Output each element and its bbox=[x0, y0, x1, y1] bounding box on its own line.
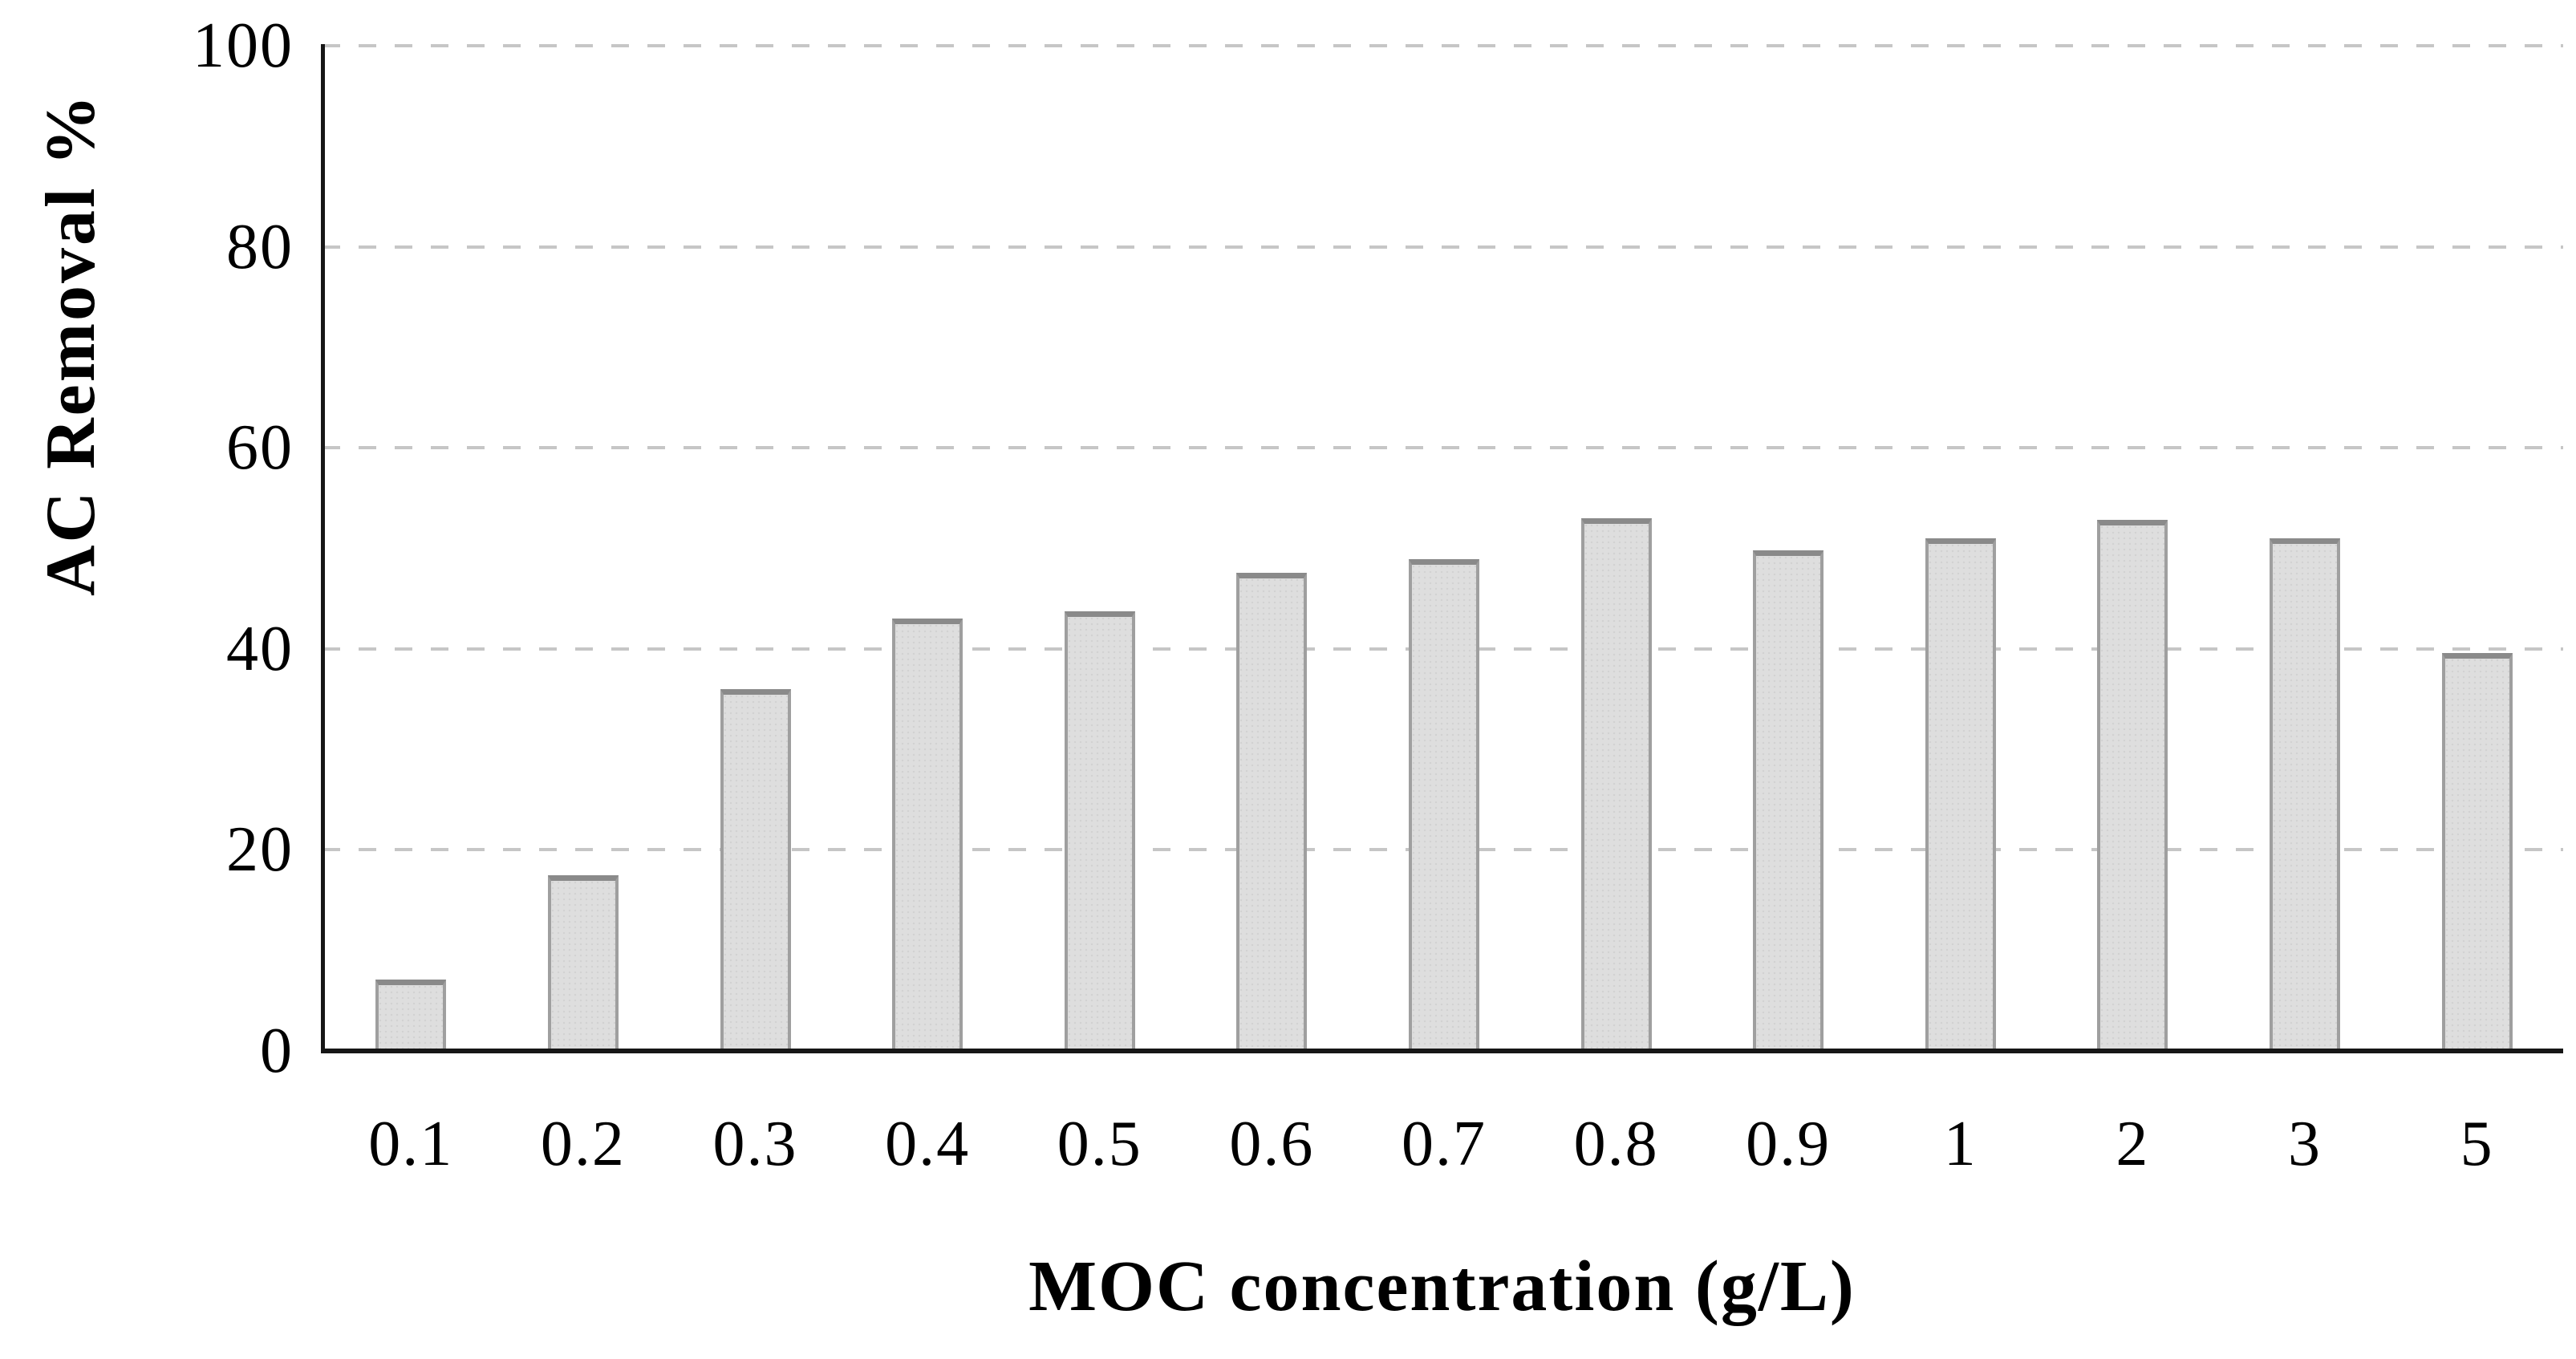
bar-series bbox=[325, 46, 2563, 1051]
bar-slot-0.3 bbox=[669, 46, 842, 1051]
x-axis-title: MOC concentration (g/L) bbox=[1028, 1247, 1856, 1326]
y-axis-title: AC Removal % bbox=[32, 92, 110, 596]
x-tick-label-5: 5 bbox=[2460, 1109, 2494, 1179]
bar-slot-0.2 bbox=[497, 46, 670, 1051]
bar-slot-0.5 bbox=[1013, 46, 1186, 1051]
bar-0.2 bbox=[547, 874, 619, 1051]
bar-slot-0.7 bbox=[1358, 46, 1531, 1051]
bar-1 bbox=[1925, 538, 1996, 1051]
gridline-60 bbox=[323, 446, 2563, 450]
x-tick-label-0.8: 0.8 bbox=[1573, 1109, 1659, 1179]
bar-slot-0.4 bbox=[842, 46, 1014, 1051]
y-tick-label-40: 40 bbox=[226, 613, 294, 684]
bar-0.8 bbox=[1580, 517, 1652, 1051]
bar-5 bbox=[2441, 652, 2513, 1051]
y-tick-label-100: 100 bbox=[193, 10, 294, 81]
x-tick-label-0.4: 0.4 bbox=[885, 1109, 971, 1179]
bar-0.6 bbox=[1236, 572, 1308, 1051]
x-tick-label-0.1: 0.1 bbox=[368, 1109, 454, 1179]
bar-0.4 bbox=[892, 619, 963, 1051]
plot-area bbox=[321, 44, 2563, 1053]
y-axis-line bbox=[321, 44, 325, 1051]
x-axis-tick-labels: 0.1 0.2 0.3 0.4 0.5 0.6 0.7 0.8 0.9 1 2 3 5 bbox=[325, 1109, 2563, 1179]
bar-2 bbox=[2097, 520, 2168, 1051]
x-tick-label-1: 1 bbox=[1943, 1109, 1978, 1179]
bar-slot-0.6 bbox=[1186, 46, 1358, 1051]
bar-3 bbox=[2270, 538, 2340, 1051]
gridline-100 bbox=[323, 44, 2563, 47]
x-axis-line bbox=[321, 1049, 2563, 1053]
bar-slot-0.8 bbox=[1530, 46, 1702, 1051]
x-tick-label-0.5: 0.5 bbox=[1057, 1109, 1142, 1179]
y-tick-label-80: 80 bbox=[226, 211, 294, 282]
bar-0.5 bbox=[1064, 611, 1135, 1051]
x-tick-label-0.3: 0.3 bbox=[712, 1109, 798, 1179]
x-tick-label-2: 2 bbox=[2116, 1109, 2150, 1179]
bar-0.1 bbox=[375, 980, 447, 1051]
bar-slot-5 bbox=[2391, 46, 2563, 1051]
bar-0.7 bbox=[1408, 559, 1479, 1051]
x-tick-label-0.9: 0.9 bbox=[1746, 1109, 1832, 1179]
bar-slot-0.9 bbox=[1702, 46, 1875, 1051]
bar-0.3 bbox=[720, 688, 791, 1051]
y-tick-label-60: 60 bbox=[226, 412, 294, 484]
x-tick-label-0.2: 0.2 bbox=[540, 1109, 626, 1179]
bar-slot-2 bbox=[2047, 46, 2219, 1051]
bar-slot-0.1 bbox=[325, 46, 497, 1051]
bar-0.9 bbox=[1753, 550, 1824, 1051]
x-tick-label-3: 3 bbox=[2288, 1109, 2322, 1179]
bar-slot-1 bbox=[1874, 46, 2047, 1051]
x-tick-label-0.6: 0.6 bbox=[1229, 1109, 1315, 1179]
bar-slot-3 bbox=[2219, 46, 2391, 1051]
y-tick-label-20: 20 bbox=[226, 814, 294, 886]
gridline-80 bbox=[323, 245, 2563, 249]
y-tick-label-0: 0 bbox=[260, 1016, 294, 1086]
x-tick-label-0.7: 0.7 bbox=[1401, 1109, 1487, 1179]
